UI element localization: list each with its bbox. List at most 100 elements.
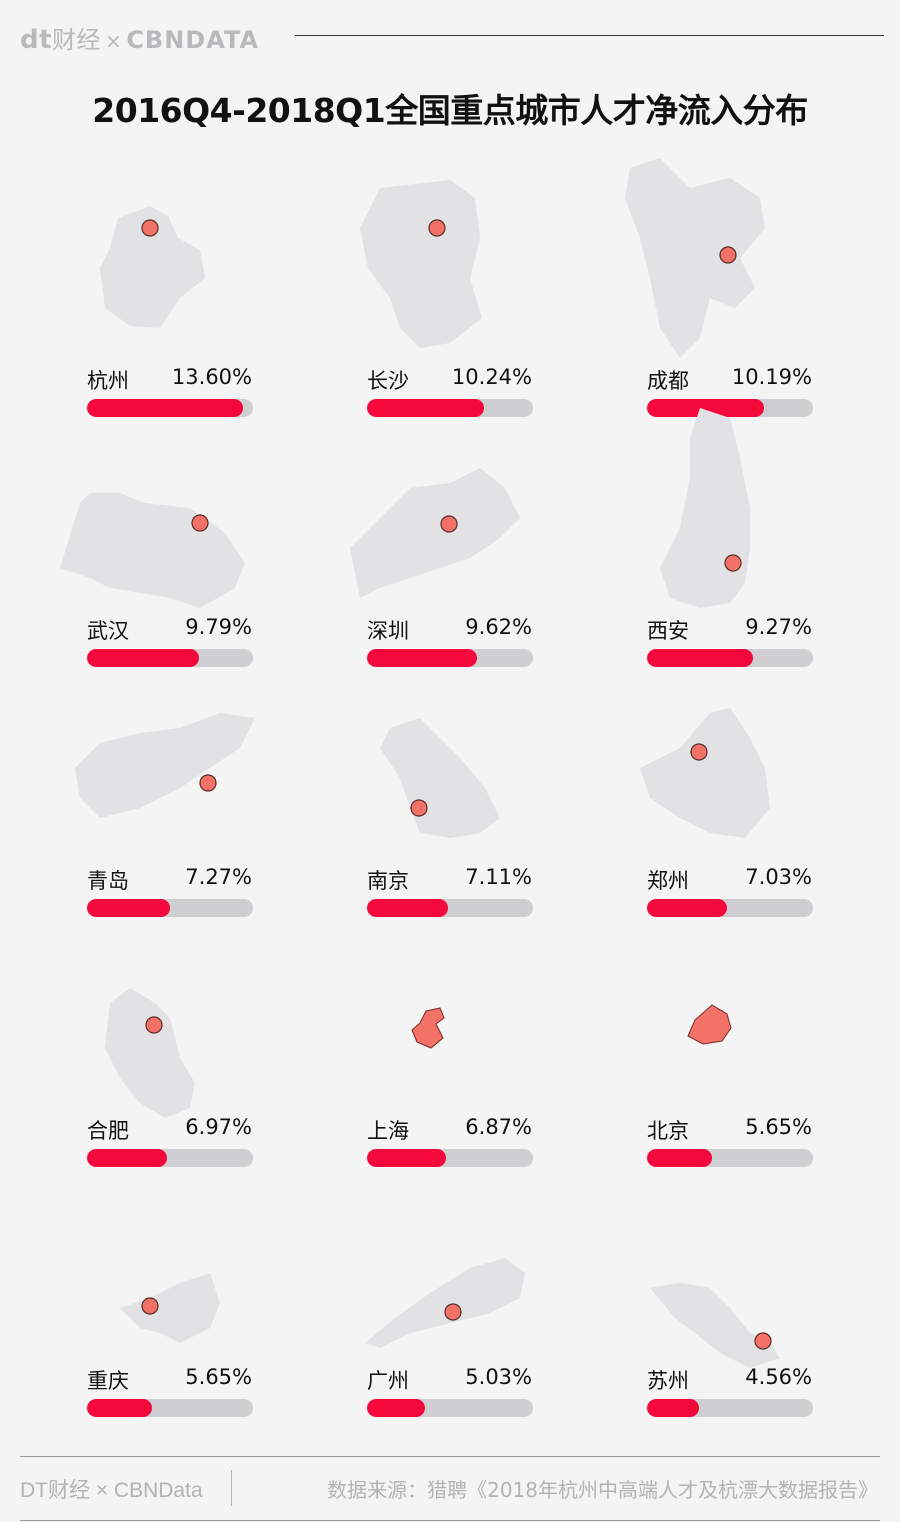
city-value-label: 7.03% [745, 865, 812, 889]
city-value-label: 5.03% [465, 1365, 532, 1389]
bar-fill [367, 899, 449, 917]
region-shape [660, 408, 750, 608]
city-map [380, 718, 500, 838]
bar-fill [87, 1149, 167, 1167]
city-value-label: 13.60% [171, 365, 252, 389]
bar-track [647, 649, 813, 667]
city-name: 北京 [647, 1119, 689, 1143]
footer-brand: DT财经 × CBNData [20, 1479, 203, 1502]
bar-fill [367, 649, 478, 667]
city-card: 深圳 9.62% [340, 408, 540, 668]
city-value-label: 10.19% [731, 365, 812, 389]
city-value-label: 9.27% [745, 615, 812, 639]
city-card: 青岛 7.27% [60, 658, 260, 918]
bar-track [647, 399, 813, 417]
city-marker [719, 246, 737, 264]
city-value-label: 5.65% [185, 1365, 252, 1389]
region-shape [75, 713, 255, 818]
city-name: 深圳 [367, 619, 409, 643]
bar-track [367, 649, 533, 667]
city-map [350, 468, 520, 598]
city-map [687, 1004, 732, 1045]
city-marker [410, 799, 428, 817]
bar-track [87, 649, 253, 667]
city-name: 广州 [367, 1369, 409, 1393]
city-value-label: 5.65% [745, 1115, 812, 1139]
city-card: 苏州 4.56% [620, 1158, 820, 1418]
logo-caijing: 财经 [52, 26, 102, 54]
city-marker [191, 514, 209, 532]
bar-track [87, 1399, 253, 1417]
region-shape [380, 718, 500, 838]
city-value-label: 9.79% [185, 615, 252, 639]
bar-track [367, 899, 533, 917]
city-name: 南京 [367, 869, 409, 893]
bar-track [367, 399, 533, 417]
city-name: 苏州 [647, 1369, 689, 1393]
city-marker [754, 1332, 772, 1350]
bar-fill [87, 649, 200, 667]
data-source: 数据来源：猎聘《2018年杭州中高端人才及杭漂大数据报告》 [327, 1478, 878, 1502]
city-marker [690, 743, 708, 761]
bar-track [87, 1149, 253, 1167]
city-name: 武汉 [87, 619, 129, 643]
city-map [360, 180, 482, 348]
chart-title: 2016Q4-2018Q1全国重点城市人才净流入分布 [92, 91, 808, 130]
city-value-label: 4.56% [745, 1365, 812, 1389]
city-marker [444, 1303, 462, 1321]
city-value-label: 7.27% [185, 865, 252, 889]
region-shape [687, 1004, 732, 1045]
region-shape [625, 158, 765, 358]
region-shape [650, 1283, 780, 1368]
city-name: 合肥 [87, 1119, 129, 1143]
city-name: 西安 [647, 619, 689, 643]
city-marker [440, 515, 458, 533]
city-marker [145, 1016, 163, 1034]
city-marker [724, 554, 742, 572]
bar-fill [647, 1399, 700, 1417]
city-value-label: 6.87% [465, 1115, 532, 1139]
city-name: 重庆 [87, 1369, 129, 1393]
city-map [411, 1007, 445, 1049]
bar-fill [87, 1399, 152, 1417]
header: dt财经 × CBNDATA [20, 18, 884, 55]
bar-fill [647, 899, 728, 917]
city-map [60, 493, 245, 608]
city-card: 北京 5.65% [620, 908, 820, 1168]
city-value-label: 9.62% [465, 615, 532, 639]
region-shape [411, 1007, 445, 1049]
city-name: 上海 [367, 1119, 409, 1143]
city-map [365, 1258, 525, 1348]
city-card: 重庆 5.65% [60, 1158, 260, 1418]
region-shape [360, 180, 482, 348]
brand-logo: dt财经 × CBNDATA [20, 20, 259, 55]
region-shape [350, 468, 520, 598]
bar-track [367, 1399, 533, 1417]
city-value-label: 6.97% [185, 1115, 252, 1139]
city-card: 西安 9.27% [620, 408, 820, 668]
region-shape [105, 988, 195, 1118]
bar-fill [367, 1149, 446, 1167]
bar-fill [647, 1149, 712, 1167]
header-divider [295, 35, 884, 36]
city-card: 广州 5.03% [340, 1158, 540, 1418]
bar-track [647, 1149, 813, 1167]
city-card: 合肥 6.97% [60, 908, 260, 1168]
city-map [625, 158, 765, 358]
city-name: 长沙 [367, 369, 409, 393]
city-card: 成都 10.19% [620, 158, 820, 418]
region-shape [365, 1258, 525, 1348]
city-name: 成都 [647, 369, 689, 393]
bar-fill [647, 649, 754, 667]
city-map [120, 1273, 220, 1343]
city-map [75, 713, 255, 818]
region-shape [640, 708, 770, 838]
footer-separator [231, 1470, 232, 1506]
city-card: 郑州 7.03% [620, 658, 820, 918]
logo-cbndata: CBNDATA [126, 26, 260, 54]
city-marker [141, 219, 159, 237]
city-name: 杭州 [87, 369, 129, 393]
city-card: 上海 6.87% [340, 908, 540, 1168]
region-shape [60, 493, 245, 608]
bar-track [647, 899, 813, 917]
